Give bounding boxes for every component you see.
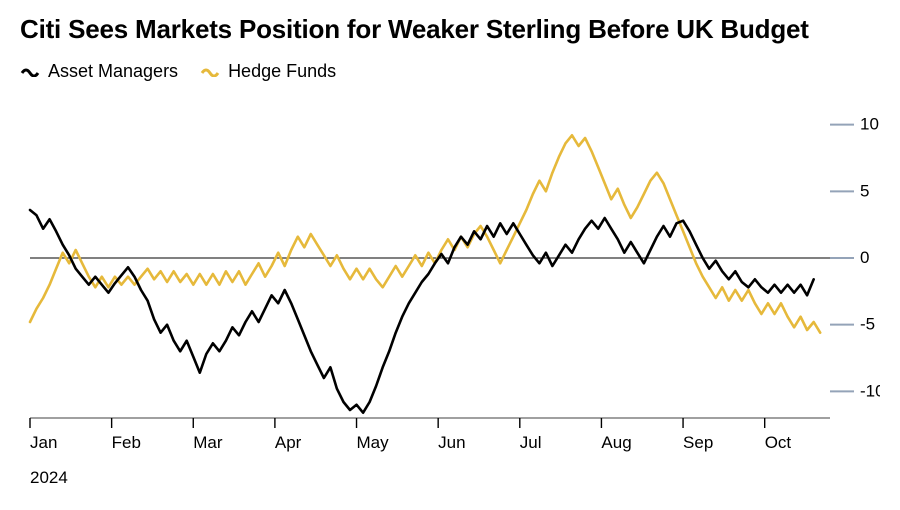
legend-swatch-asset-managers	[20, 65, 40, 77]
legend-swatch-hedge-funds	[200, 65, 220, 77]
svg-text:-10: -10	[860, 381, 880, 400]
svg-text:Sep: Sep	[683, 433, 713, 452]
x-axis-year: 2024	[30, 468, 68, 488]
legend-label-asset-managers: Asset Managers	[48, 61, 178, 82]
legend-label-hedge-funds: Hedge Funds	[228, 61, 336, 82]
svg-text:Feb: Feb	[112, 433, 141, 452]
legend-item-asset-managers: Asset Managers	[20, 61, 178, 82]
svg-text:Oct: Oct	[765, 433, 792, 452]
legend-item-hedge-funds: Hedge Funds	[200, 61, 336, 82]
svg-text:5: 5	[860, 181, 869, 200]
svg-text:Aug: Aug	[601, 433, 631, 452]
svg-text:0: 0	[860, 248, 869, 267]
line-chart: -10 -5 0 5 10 Jan Feb Mar Apr May Jun Jul Aug Sep Oct	[20, 88, 880, 468]
chart-card: Citi Sees Markets Position for Weaker St…	[0, 0, 900, 510]
svg-text:-5: -5	[860, 314, 875, 333]
svg-text:10: 10	[860, 114, 879, 133]
legend: Asset Managers Hedge Funds	[20, 61, 880, 82]
chart-title: Citi Sees Markets Position for Weaker St…	[20, 14, 880, 45]
svg-text:Jun: Jun	[438, 433, 465, 452]
svg-text:Apr: Apr	[275, 433, 302, 452]
svg-text:Jul: Jul	[520, 433, 542, 452]
svg-text:May: May	[357, 433, 390, 452]
svg-text:Jan: Jan	[30, 433, 57, 452]
chart-area: -10-50510JanFebMarAprMayJunJulAugSepOct …	[20, 88, 880, 473]
svg-text:Mar: Mar	[193, 433, 223, 452]
